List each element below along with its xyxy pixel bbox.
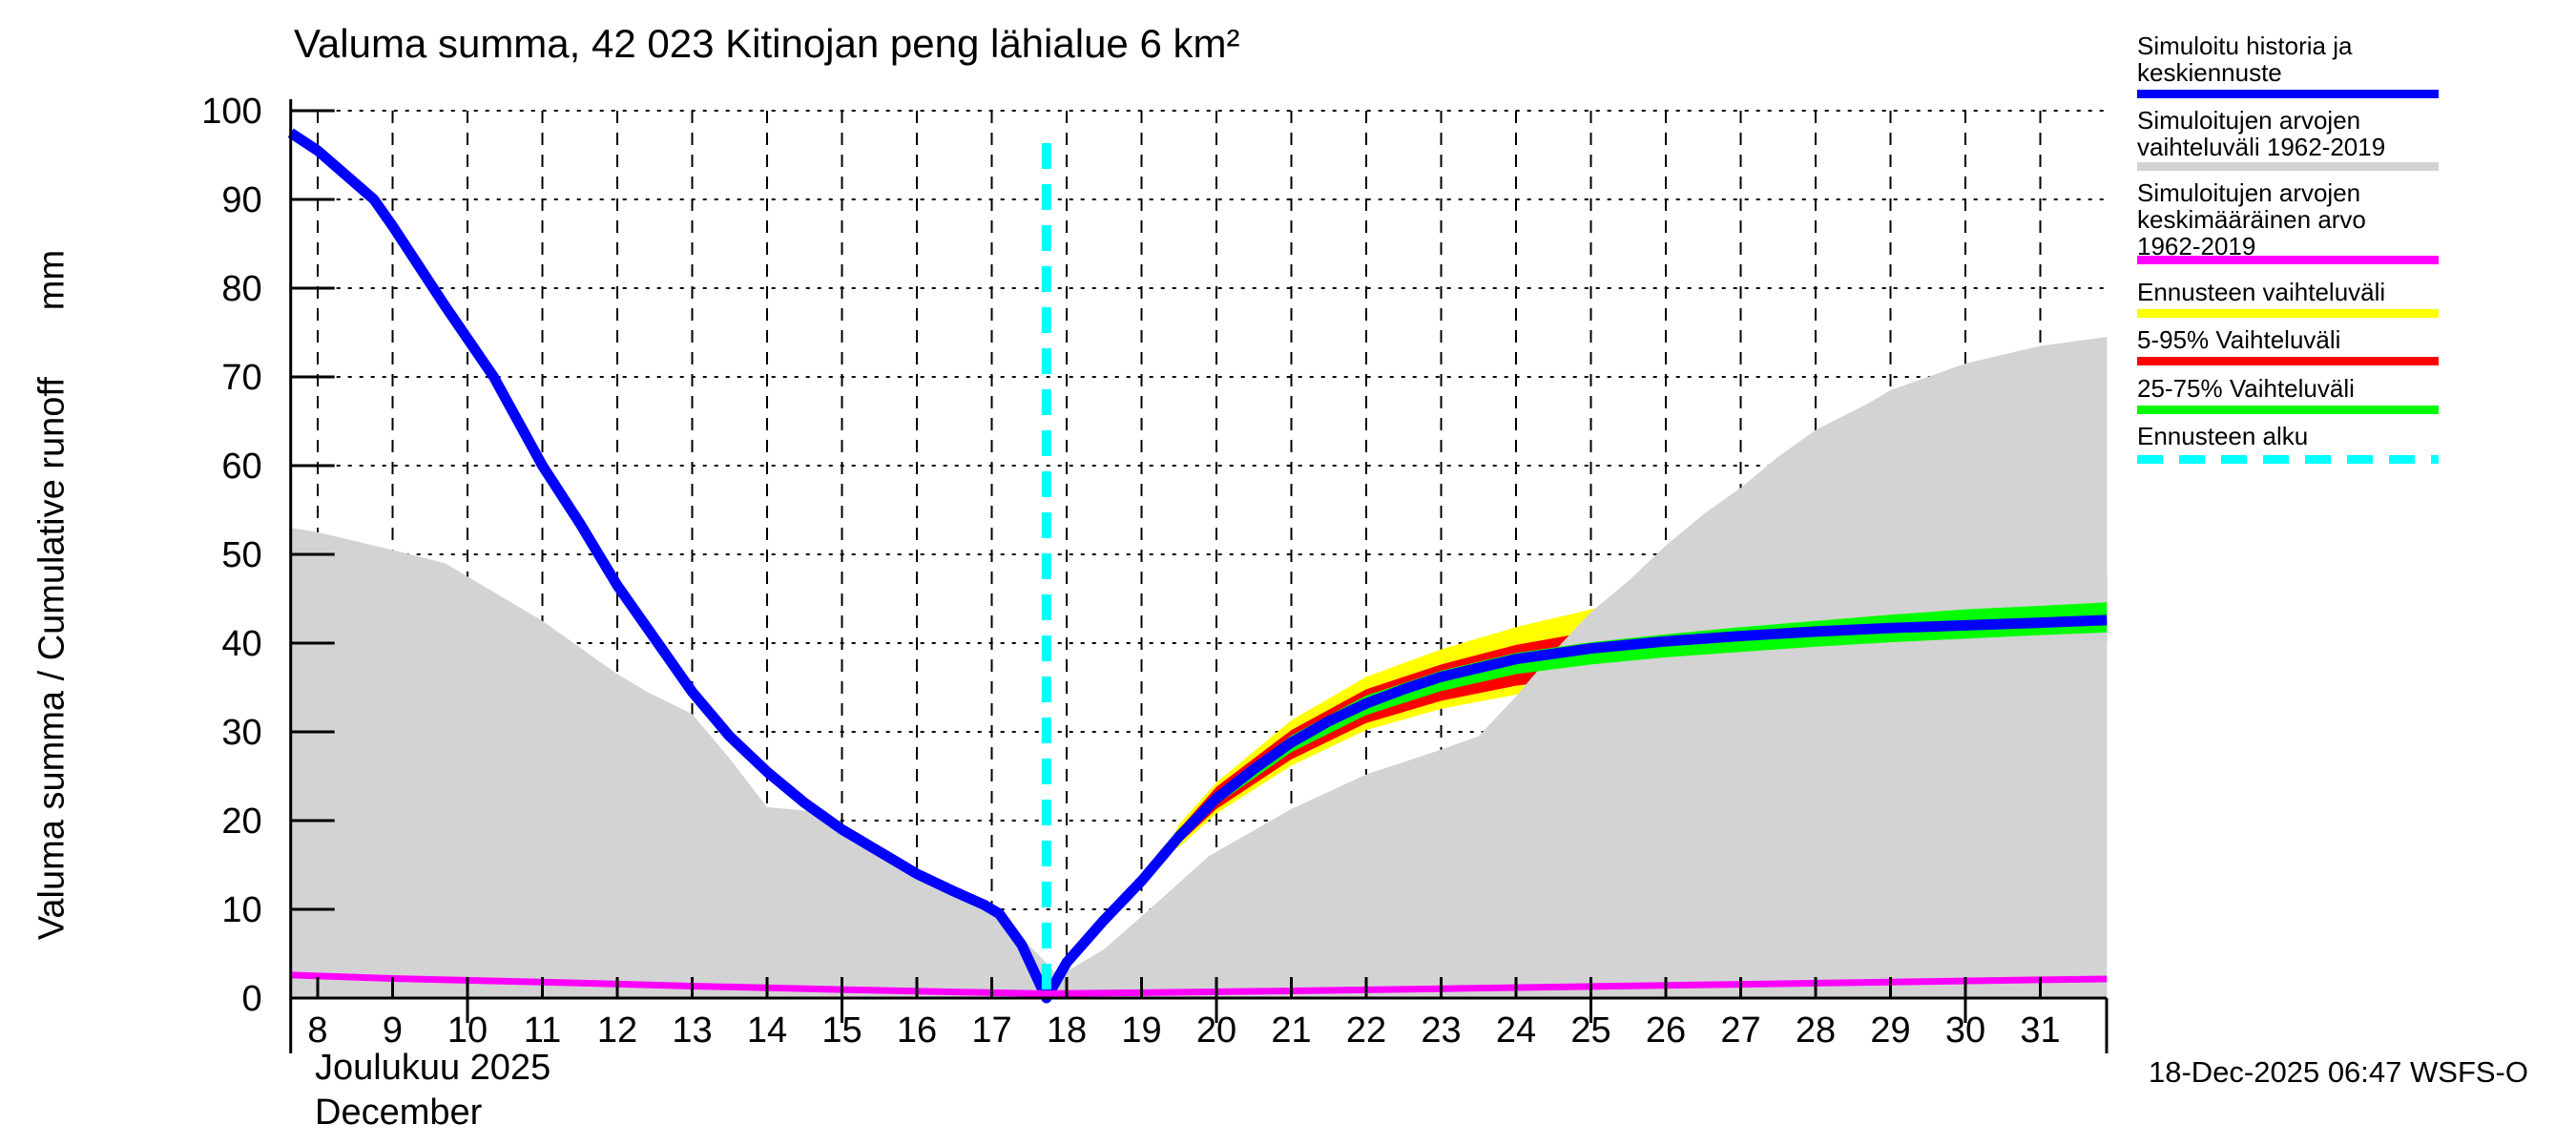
legend-item-label: keskimääräinen arvo [2137,205,2366,234]
legend-item: Simuloitujen arvojen keskimääräinen arvo … [2137,178,2439,264]
x-tick-label: 24 [1496,1010,1536,1051]
y-tick-label: 80 [221,269,261,309]
x-tick-label: 10 [447,1010,488,1051]
legend-item-label: Ennusteen vaihteluväli [2137,278,2386,306]
x-tick-label: 21 [1271,1010,1311,1051]
legend-item: Ennusteen alku [2137,422,2439,464]
axes [289,99,2109,1053]
x-tick-label: 30 [1945,1010,1985,1051]
month-label-english: December [315,1093,483,1133]
x-tick-label: 26 [1646,1010,1686,1051]
legend-key-line [2137,406,2439,414]
legend-item: Ennusteen vaihteluväli [2137,278,2439,318]
legend-item: 5-95% Vaihteluväli [2137,325,2439,365]
y-tick-label: 100 [201,92,261,132]
x-tick-label: 18 [1047,1010,1087,1051]
legend-key-line [2137,357,2439,365]
y-tick-label: 60 [221,447,261,487]
x-tick-label: 12 [597,1010,637,1051]
median-line [287,128,2108,1004]
x-tick-label: 27 [1720,1010,1760,1051]
legend-key-line [2137,256,2439,264]
y-tick-label: 50 [221,535,261,575]
legend-item-label: Simuloitu historia ja [2137,31,2353,60]
legend-item: Simuloitu historia ja keskiennuste [2137,31,2439,98]
x-tick-label: 23 [1421,1010,1461,1051]
legend-item-label: Simuloitujen arvojen [2137,106,2361,135]
y-axis-unit: mm [31,249,73,311]
x-tick-label: 14 [747,1010,787,1051]
x-tick-label: 29 [1870,1010,1910,1051]
y-tick-label: 10 [221,890,261,930]
legend-key-line [2137,162,2439,171]
y-tick-label: 30 [221,713,261,753]
x-tick-label: 17 [971,1010,1011,1051]
x-tick-label: 28 [1796,1010,1836,1051]
y-axis-title-text: Valuma summa / Cumulative runoff [31,377,73,941]
x-tick-label: 15 [821,1010,862,1051]
legend-item-label: vaihteluväli 1962-2019 [2137,133,2386,161]
x-tick-label: 11 [524,1010,561,1051]
x-axis-ticks: 8 9 10 11 12 13 14 15 16 17 18 19 20 21 22 23 24 25 26 27 28… [307,977,2061,1051]
y-tick-label: 70 [221,358,261,398]
legend-item-label: Simuloitujen arvojen [2137,178,2361,207]
legend-item-label: 1962-2019 [2137,232,2256,260]
legend-item-label: 5-95% Vaihteluväli [2137,325,2341,354]
generation-timestamp: 18-Dec-2025 06:47 WSFS-O [2148,1055,2528,1089]
y-axis-ticks: 0 10 20 30 40 50 60 70 80 90 100 [201,92,335,1019]
month-label-finnish: Joulukuu 2025 [315,1048,551,1088]
x-tick-label: 13 [672,1010,712,1051]
x-tick-label: 16 [897,1010,937,1051]
legend-item-label: 25-75% Vaihteluväli [2137,374,2355,403]
y-tick-label: 90 [221,180,261,220]
y-tick-label: 20 [221,802,261,842]
legend-key-line [2137,455,2439,464]
legend-item-label: keskiennuste [2137,58,2282,87]
y-axis-title: Valuma summa / Cumulative runoff mm [32,23,73,1145]
x-tick-label: 22 [1346,1010,1386,1051]
legend-item: 25-75% Vaihteluväli [2137,374,2439,414]
x-tick-label: 25 [1570,1010,1610,1051]
legend-key-line [2137,309,2439,318]
x-axis-month-label: Joulukuu 2025 December [315,1046,551,1135]
x-tick-label: 19 [1121,1010,1161,1051]
y-tick-label: 0 [242,979,262,1019]
x-tick-label: 20 [1196,1010,1236,1051]
chart-title: Valuma summa, 42 023 Kitinojan peng lähi… [294,21,1240,66]
simulated-range-area [290,337,2108,998]
y-tick-label: 40 [221,624,261,664]
x-tick-label: 9 [383,1010,403,1051]
x-tick-label: 8 [307,1010,327,1051]
legend-item-label: Ennusteen alku [2137,422,2309,450]
x-tick-label: 31 [2020,1010,2060,1051]
legend-key-line [2137,90,2439,98]
legend-item: Simuloitujen arvojen vaihteluväli 1962-20… [2137,106,2439,171]
